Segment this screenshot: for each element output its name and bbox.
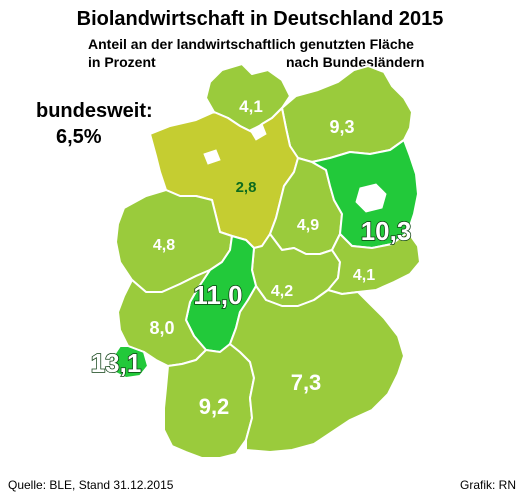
label-sachsen-anhalt: 4,9 <box>297 217 319 234</box>
label-mecklenburg-vorpommern: 9,3 <box>329 117 354 137</box>
source-note: Quelle: BLE, Stand 31.12.2015 <box>8 478 174 492</box>
label-thueringen: 4,2 <box>271 283 293 300</box>
map-title: Biolandwirtschaft in Deutschland 2015 <box>76 8 444 30</box>
region-berlin <box>355 183 387 213</box>
region-saarland <box>111 345 149 379</box>
label-niedersachsen: 2,8 <box>236 179 257 196</box>
label-brandenburg: 10,3 <box>361 216 412 246</box>
region-bremen <box>203 149 221 165</box>
label-hessen: 11,0 <box>193 280 242 310</box>
region-sachsen <box>327 231 421 295</box>
label-baden-wuerttemberg: 9,2 <box>199 394 230 419</box>
map-subtitle-unit: in Prozent <box>88 54 156 70</box>
label-schleswig-holstein: 4,1 <box>239 97 263 116</box>
national-value: 6,5% <box>56 126 102 148</box>
label-saarland: 13,1 <box>91 348 142 378</box>
region-bayern <box>229 285 405 453</box>
region-hamburg <box>249 123 267 141</box>
map-subtitle-line1: Anteil an der landwirtschaftlich genutzt… <box>88 36 414 52</box>
label-nordrhein-westfalen: 4,8 <box>153 237 175 254</box>
label-rheinland-pfalz: 8,0 <box>149 318 174 338</box>
label-sachsen: 4,1 <box>353 267 375 284</box>
map-subtitle-grouping: nach Bundesländern <box>286 54 425 70</box>
label-bayern: 7,3 <box>291 370 322 395</box>
national-label: bundesweit: <box>36 100 153 122</box>
graphic-credit: Grafik: RN <box>460 478 517 492</box>
